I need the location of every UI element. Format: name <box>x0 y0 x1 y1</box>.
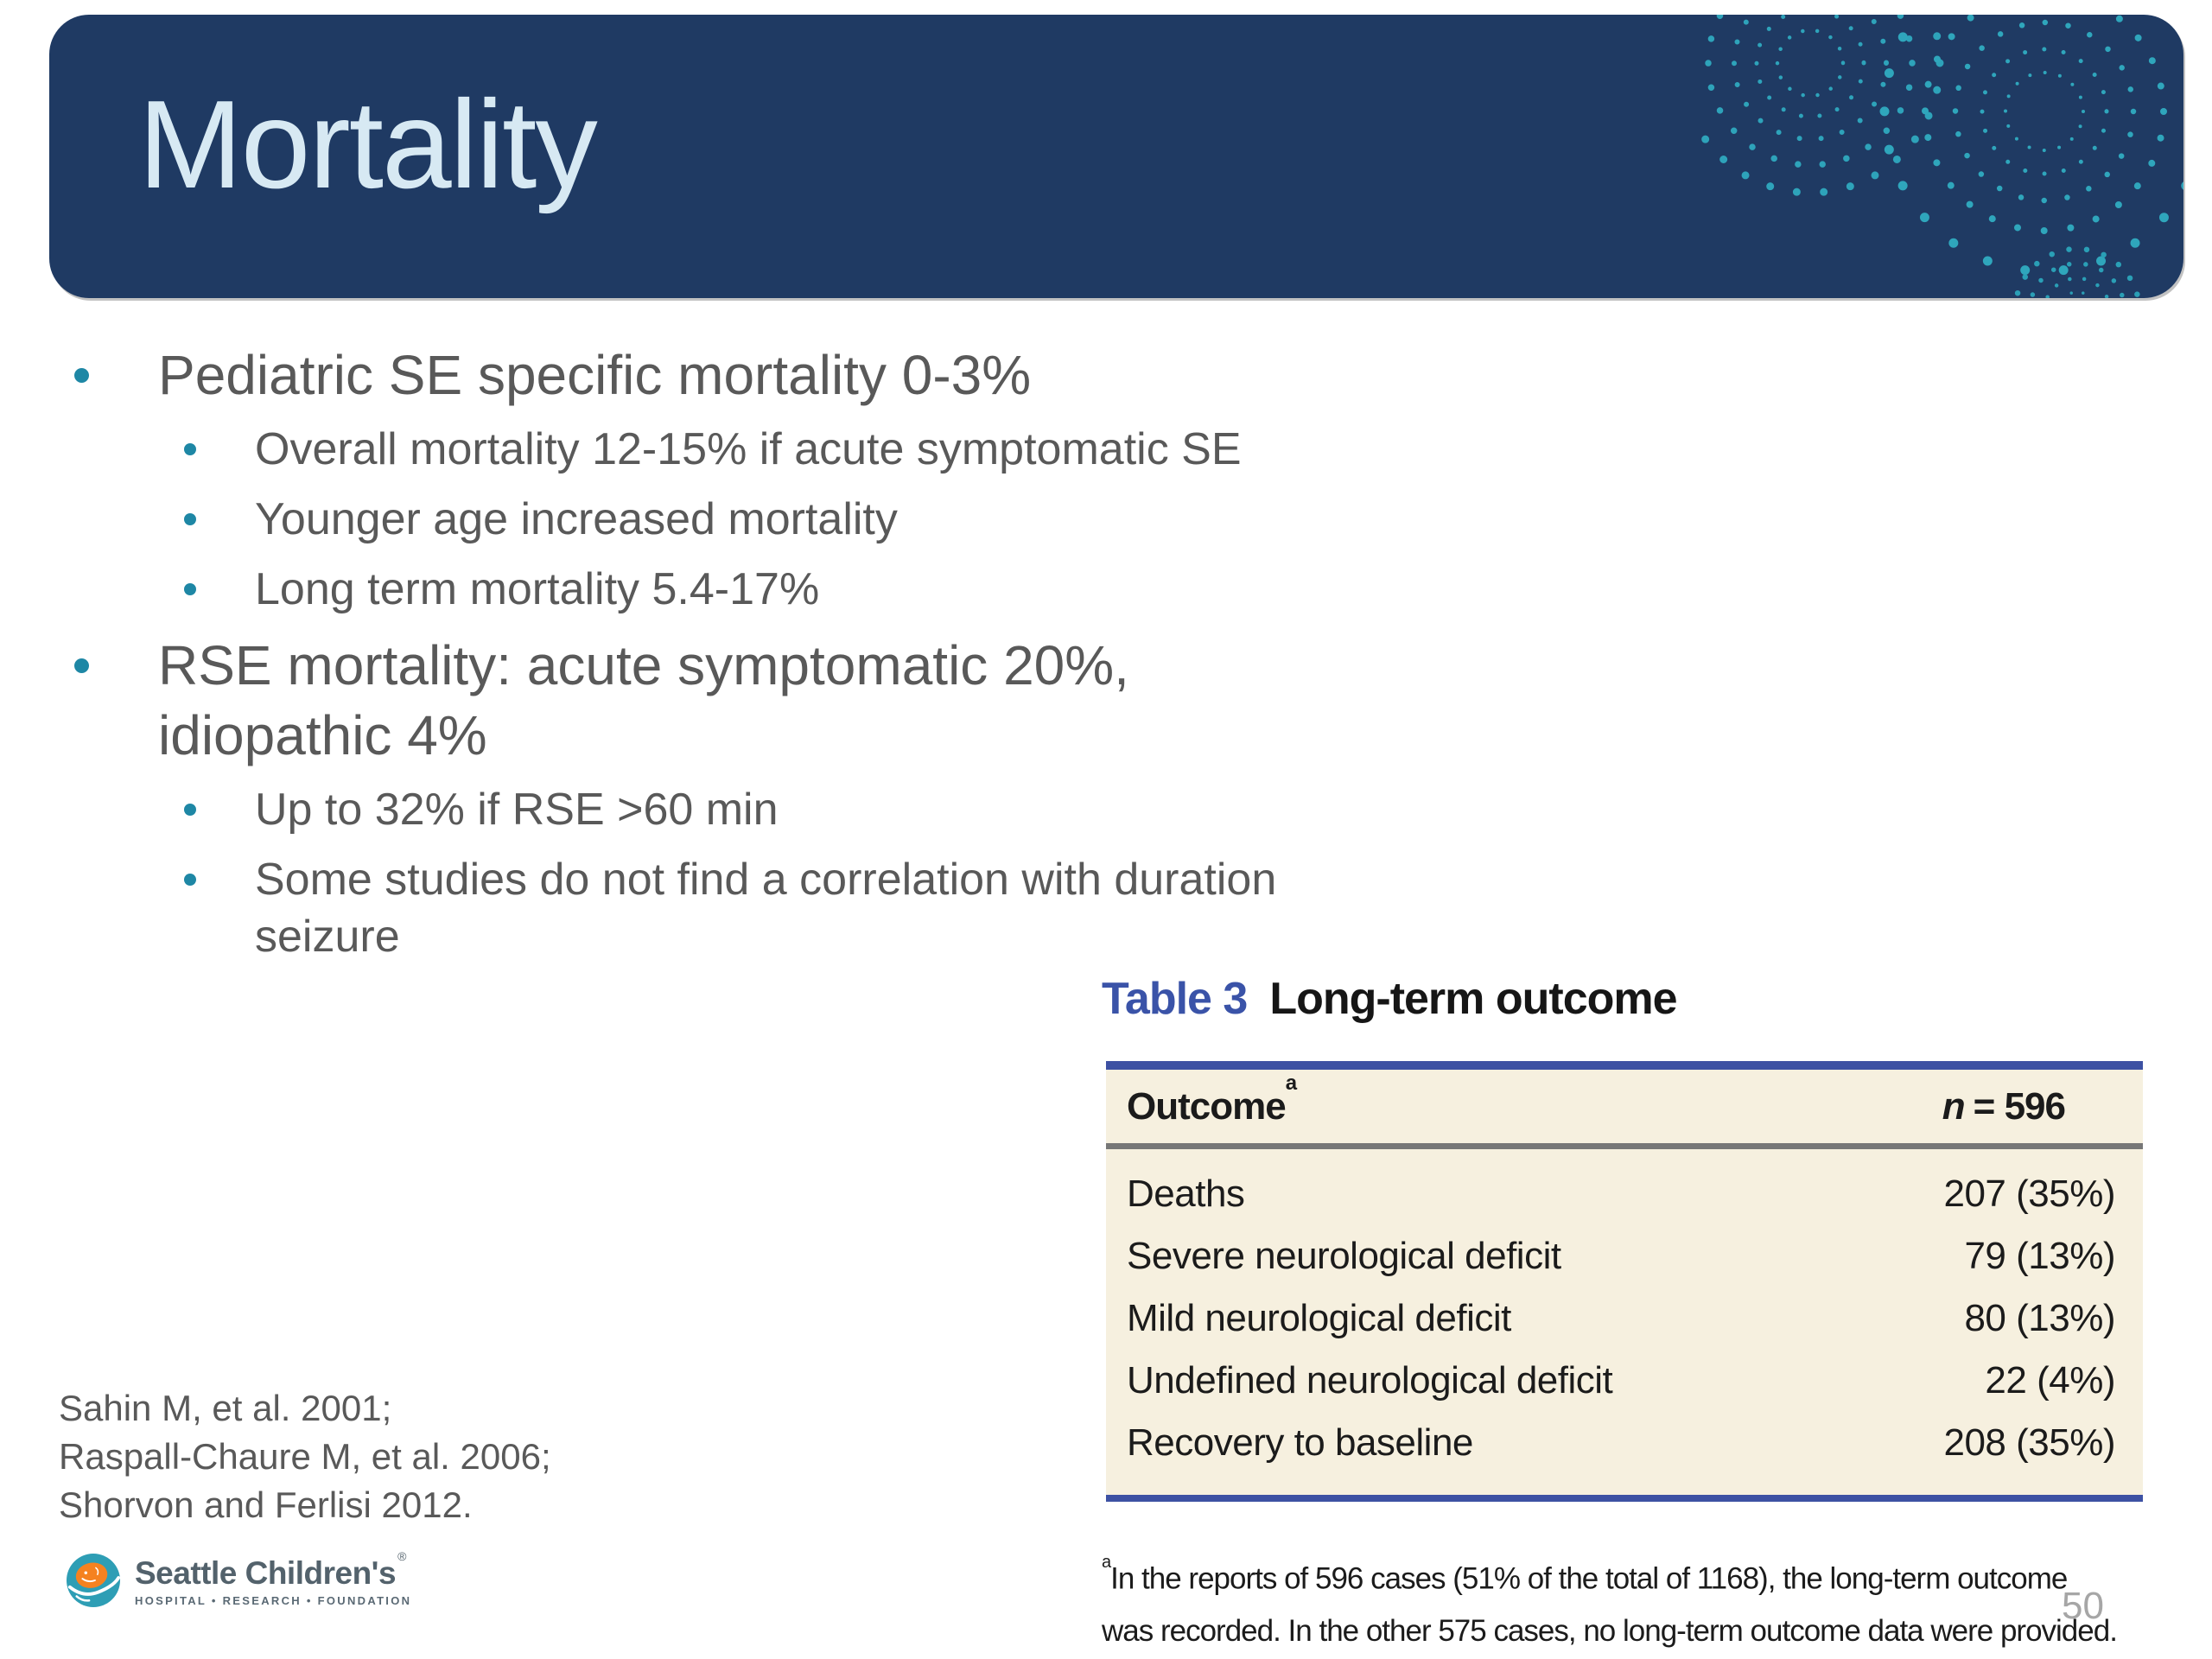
table-row: Mild neurological deficit 80 (13%) <box>1127 1297 2115 1339</box>
table-title-text: Long-term outcome <box>1269 974 1677 1024</box>
bullet-item: Pediatric SE specific mortality 0-3% <box>0 340 1368 410</box>
table-footnote: aIn the reports of 596 cases (51% of the… <box>1102 1547 2118 1657</box>
table-header-row: Outcomea n = 596 <box>1106 1070 2143 1143</box>
footnote-marker: a <box>1285 1071 1297 1095</box>
table-row: Severe neurological deficit 79 (13%) <box>1127 1235 2115 1277</box>
dotted-circles-decoration <box>1700 15 2183 298</box>
footnote-line: aIn the reports of 596 cases (51% of the… <box>1102 1553 2068 1596</box>
bullet-subitem: Up to 32% if RSE >60 min <box>0 781 1344 838</box>
column-header-outcome: Outcomea <box>1127 1071 1297 1128</box>
seattle-childrens-logo-icon <box>67 1554 120 1607</box>
table-row: Recovery to baseline 208 (35%) <box>1127 1421 2115 1464</box>
logo-tagline: HOSPITAL • RESEARCH • FOUNDATION <box>135 1594 412 1607</box>
table-body: Deaths 207 (35%) Severe neurological def… <box>1106 1149 2143 1495</box>
table-divider <box>1106 1143 2143 1149</box>
footnote-line: was recorded. In the other 575 cases, no… <box>1102 1613 2118 1648</box>
bullet-list: Pediatric SE specific mortality 0-3% Ove… <box>0 340 1521 978</box>
page-title: Mortality <box>138 74 598 214</box>
citation-line: Raspall-Chaure M, et al. 2006; <box>59 1436 551 1477</box>
bullet-subitem: Some studies do not find a correlation w… <box>0 851 1344 965</box>
seattle-childrens-logo: Seattle Children's ® HOSPITAL • RESEARCH … <box>67 1548 412 1607</box>
page-number: 50 <box>2062 1585 2104 1627</box>
citations: Sahin M, et al. 2001; Raspall-Chaure M, … <box>59 1384 551 1529</box>
column-header-n: n = 596 <box>1942 1084 2066 1128</box>
bullet-subitem: Younger age increased mortality <box>0 491 1344 548</box>
logo-name: Seattle Children's ® <box>135 1548 406 1591</box>
bullet-subitem: Long term mortality 5.4-17% <box>0 561 1344 618</box>
title-banner: Mortality <box>49 15 2183 298</box>
bullet-subitem: Overall mortality 12-15% if acute sympto… <box>0 421 1344 478</box>
table-label: Table 3 <box>1102 974 1248 1024</box>
citation-line: Shorvon and Ferlisi 2012. <box>59 1484 473 1525</box>
logo-text-block: Seattle Children's ® HOSPITAL • RESEARCH … <box>135 1548 412 1607</box>
bullet-item: RSE mortality: acute symptomatic 20%, id… <box>0 631 1368 771</box>
table-figure-title: Table 3 Long-term outcome <box>1102 973 1678 1025</box>
table-row: Undefined neurological deficit 22 (4%) <box>1127 1359 2115 1402</box>
registered-mark-icon: ® <box>397 1548 406 1563</box>
outcome-table: Outcomea n = 596 Deaths 207 (35%) Severe … <box>1106 1061 2143 1502</box>
table-row: Deaths 207 (35%) <box>1127 1173 2115 1215</box>
footnote-marker: a <box>1102 1553 1111 1572</box>
citation-line: Sahin M, et al. 2001; <box>59 1388 392 1428</box>
